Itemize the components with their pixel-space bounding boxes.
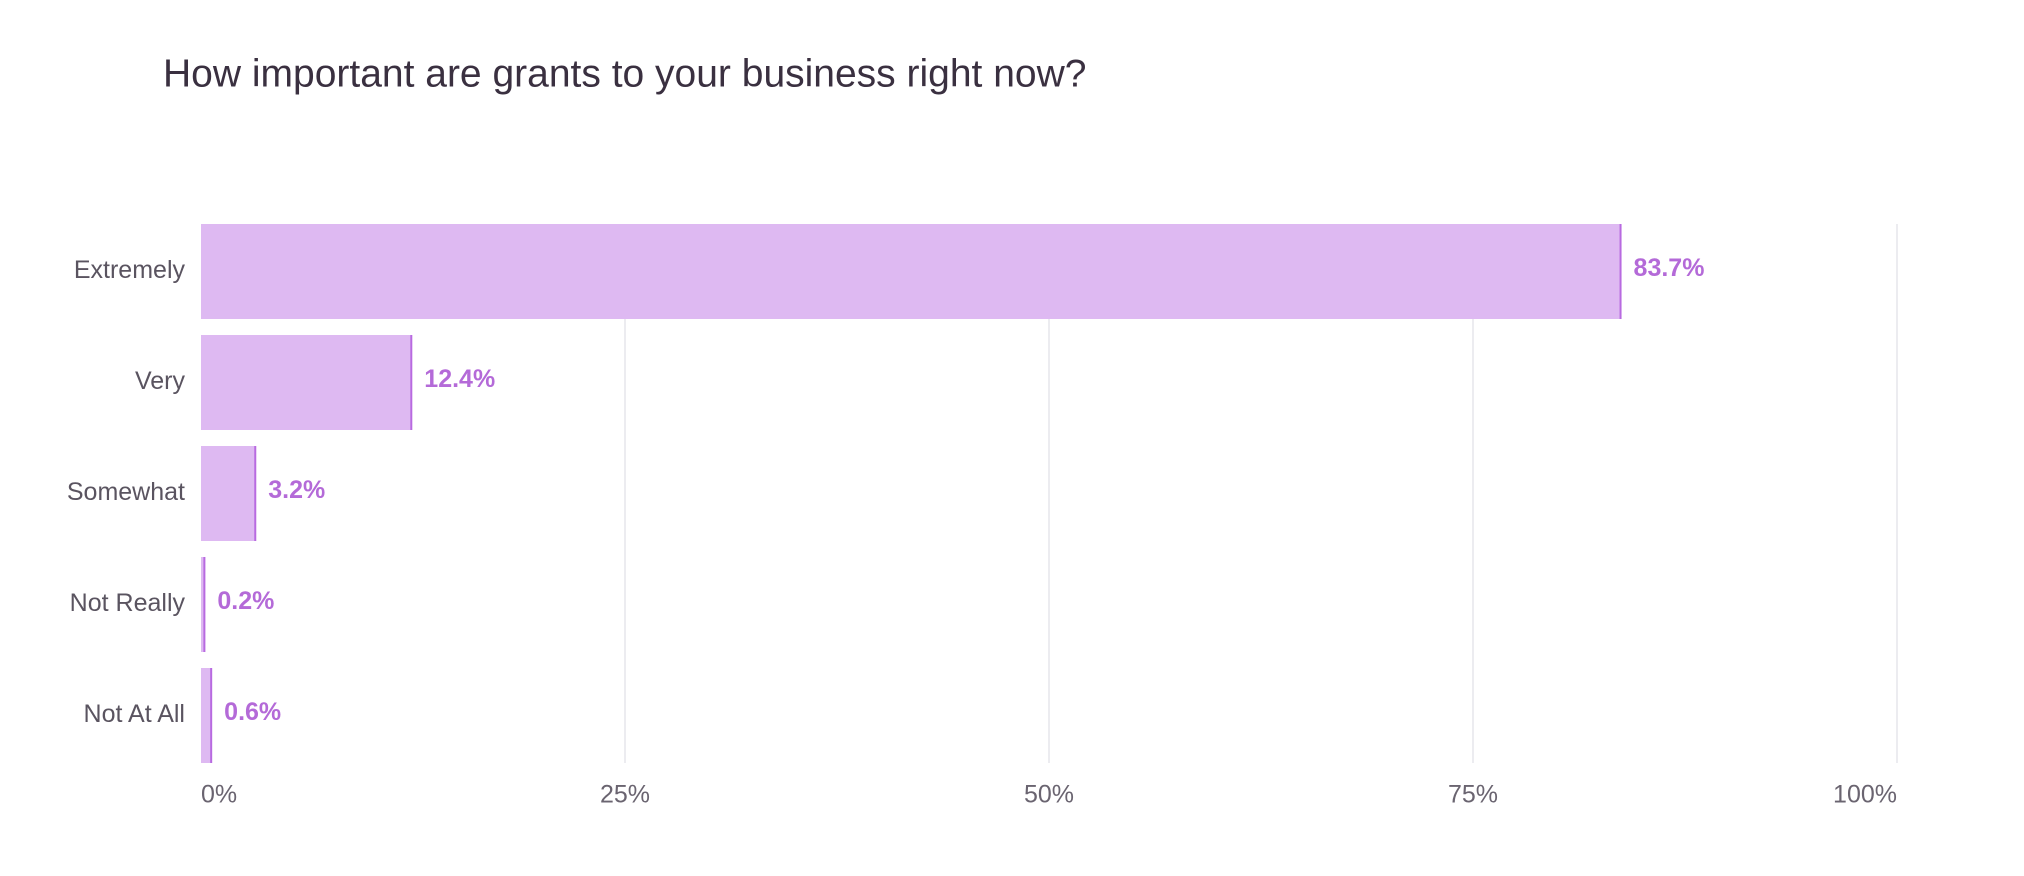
value-label: 0.2% xyxy=(217,587,274,615)
x-tick-label: 100% xyxy=(1833,781,1897,809)
bar xyxy=(201,335,412,430)
bar xyxy=(201,557,205,652)
y-tick-label: Not Really xyxy=(70,589,186,617)
x-tick-label: 0% xyxy=(201,781,237,809)
y-tick-label: Not At All xyxy=(84,700,185,728)
bar xyxy=(201,224,1621,319)
x-tick-label: 25% xyxy=(600,781,650,809)
y-tick-label: Very xyxy=(135,367,186,395)
bar xyxy=(201,668,212,763)
value-label: 3.2% xyxy=(268,476,325,504)
value-label: 0.6% xyxy=(224,698,281,726)
y-tick-label: Extremely xyxy=(74,256,186,284)
value-label: 83.7% xyxy=(1634,254,1705,282)
x-tick-label: 75% xyxy=(1448,781,1498,809)
x-tick-label: 50% xyxy=(1024,781,1074,809)
y-tick-label: Somewhat xyxy=(67,478,185,506)
value-label: 12.4% xyxy=(424,365,495,393)
bar xyxy=(201,446,256,541)
chart-title: How important are grants to your busines… xyxy=(163,52,1086,95)
